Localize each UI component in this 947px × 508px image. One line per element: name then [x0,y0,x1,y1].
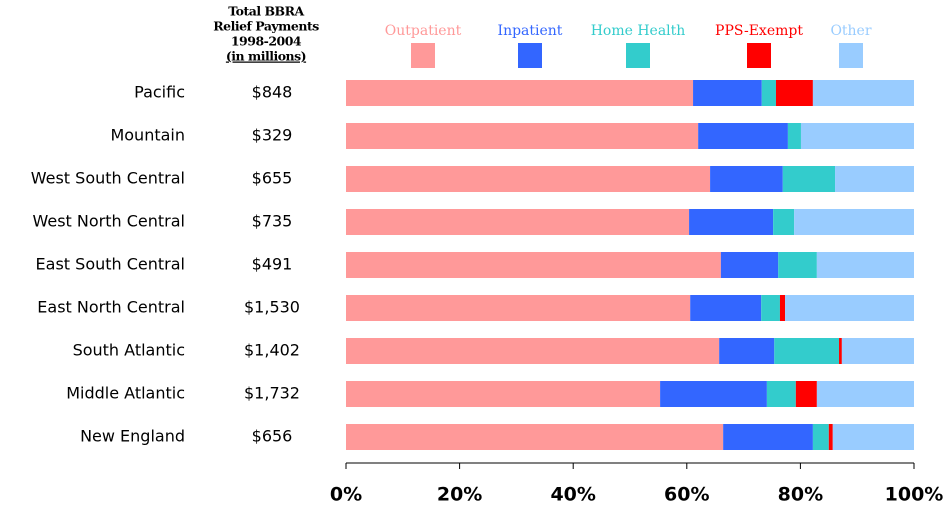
total-label: $1,530 [244,298,300,317]
category-label: East North Central [37,298,185,317]
bar-segment [761,295,780,321]
bar-segment [710,166,783,192]
bar-segment [346,424,724,450]
bar-segment [346,252,721,278]
bar-segment [775,80,813,106]
bar-segment [839,338,842,364]
bar-segment [812,424,829,450]
bar-segment [816,252,914,278]
legend-label: Other [830,23,871,39]
bar-segment [761,80,776,106]
bar-segment [346,166,711,192]
x-tick-label: 100% [885,484,944,506]
bar-segment [779,295,786,321]
category-label: Mountain [110,126,185,145]
category-label: Middle Atlantic [66,384,185,403]
category-label: South Atlantic [73,341,185,360]
category-label: New England [80,427,185,446]
bar-segment [841,338,914,364]
legend-swatch [626,43,650,68]
bar-segment [660,381,767,407]
category-label: West North Central [32,212,185,231]
bar-segment [794,209,914,235]
total-label: $656 [252,427,293,446]
total-label: $1,732 [244,384,300,403]
bar-segment [346,295,691,321]
bar-segment [346,381,661,407]
total-label: $491 [252,255,293,274]
bar-segment [689,209,774,235]
bar-segment [835,166,914,192]
bar-segment [723,424,813,450]
legend-label: Outpatient [385,23,462,39]
total-label: $735 [252,212,293,231]
bar-segment [785,295,914,321]
bar-segment [720,252,779,278]
bar-segment [832,424,914,450]
x-tick-label: 40% [550,484,595,506]
legend-swatch [839,43,863,68]
column-header: (in millions) [226,49,306,64]
bar-segment [773,209,795,235]
total-label: $329 [252,126,293,145]
bar-segment [346,209,690,235]
column-header: Relief Payments [213,19,319,34]
category-label: East South Central [36,255,185,274]
bar-segment [812,80,914,106]
bar-segment [719,338,775,364]
bar-segment [698,123,788,149]
total-label: $655 [252,169,293,188]
total-label: $1,402 [244,341,300,360]
legend-swatch [411,43,435,68]
total-label: $848 [252,83,293,102]
x-tick-label: 80% [778,484,823,506]
bar-segment [690,295,762,321]
bar-segment [828,424,833,450]
bar-segment [346,80,694,106]
bar-segment [766,381,796,407]
legend-label: Home Health [591,23,686,39]
x-tick-label: 0% [330,484,362,506]
bar-segment [800,123,914,149]
bar-segment [795,381,817,407]
bar-segment [778,252,817,278]
bar-segment [816,381,914,407]
bar-segment [693,80,762,106]
x-tick-label: 20% [437,484,482,506]
legend-swatch [747,43,771,68]
column-header: Total BBRA [228,4,304,19]
bar-segment [346,338,720,364]
legend-swatch [518,43,542,68]
bar-segment [774,338,840,364]
legend-label: PPS-Exempt [715,23,803,39]
category-label: West South Central [31,169,185,188]
x-tick-label: 60% [664,484,709,506]
bar-segment [787,123,801,149]
column-header: 1998-2004 [231,34,302,49]
legend-label: Inpatient [498,23,563,39]
bar-segment [346,123,699,149]
category-label: Pacific [134,83,185,102]
bar-segment [782,166,836,192]
